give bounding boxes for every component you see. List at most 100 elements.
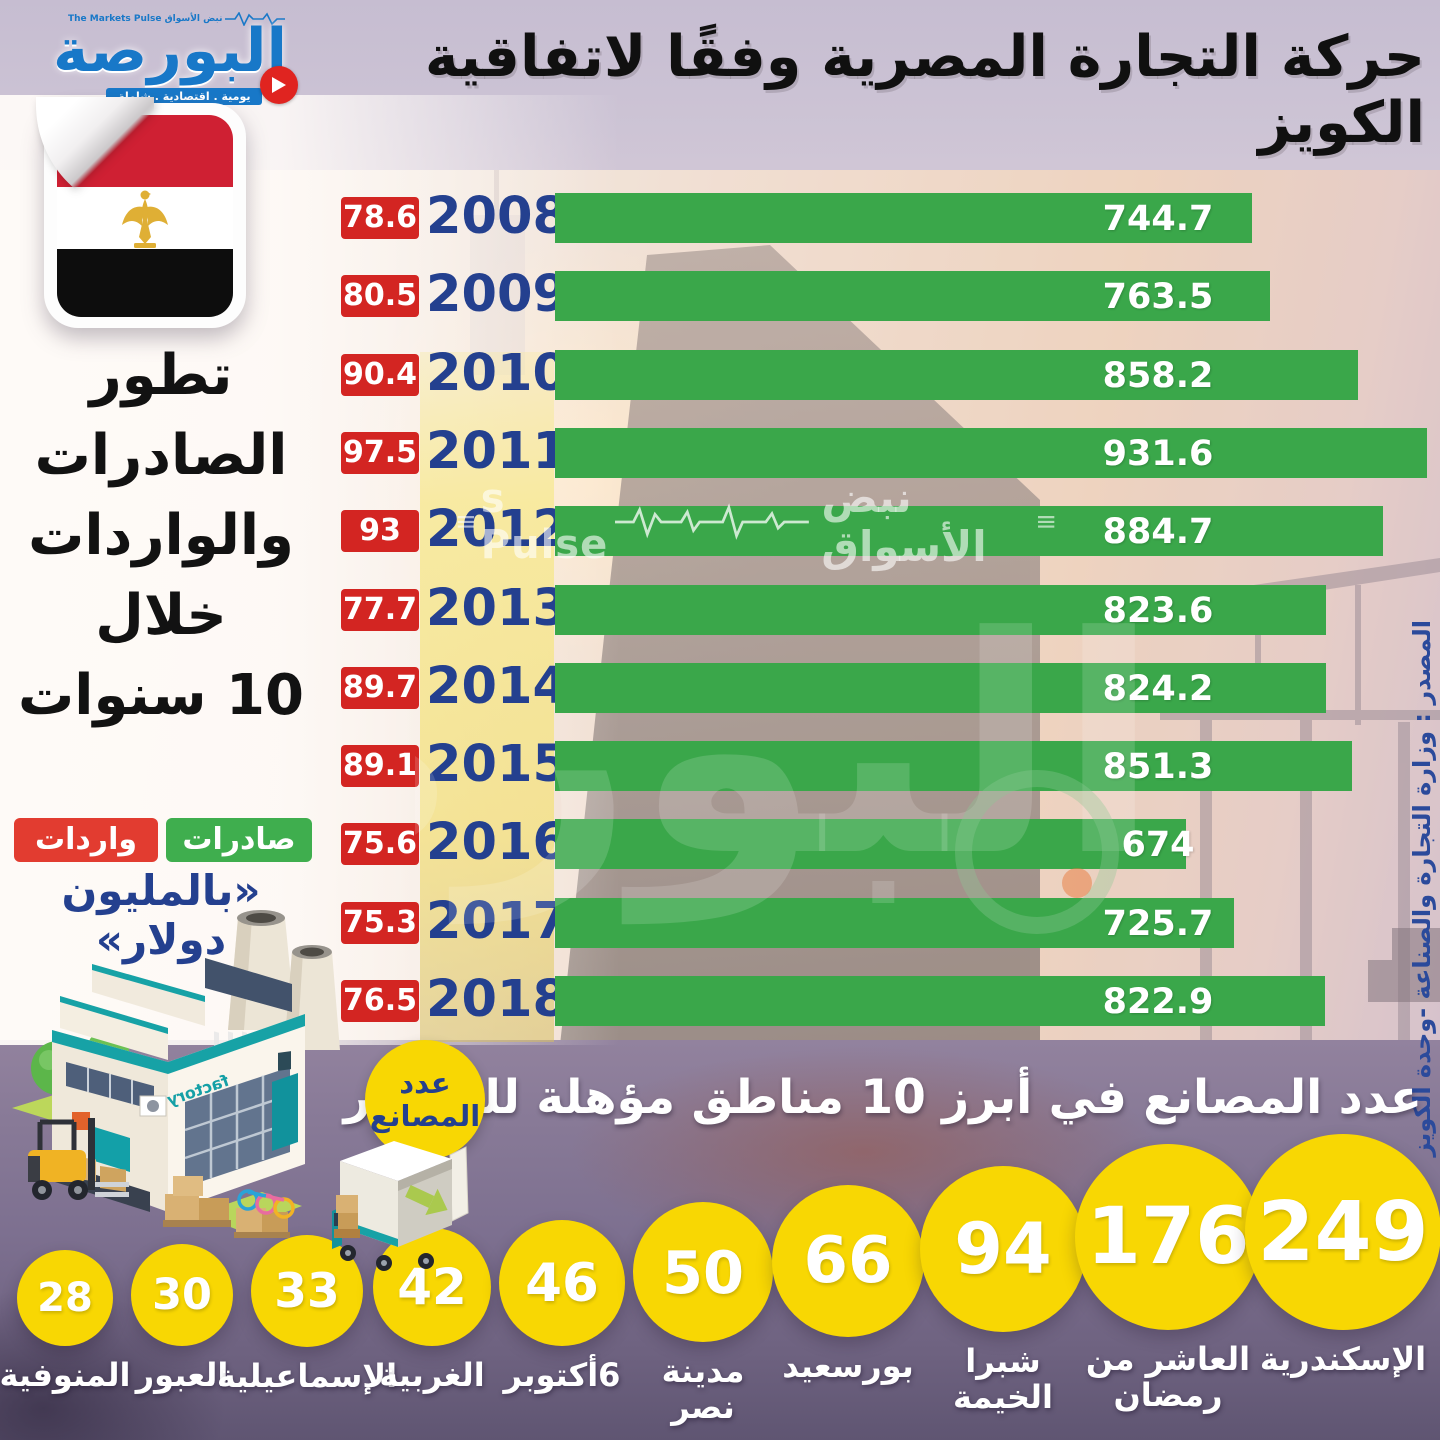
logo-red-dot-icon [260, 66, 298, 104]
legend-imports: واردات [14, 818, 158, 862]
factory-building: factory [52, 958, 305, 1212]
forklift-icon [28, 1118, 129, 1200]
bicycle-icon [237, 1189, 295, 1219]
year-label: 2015 [426, 735, 568, 794]
imports-value-badge: 89.1 [341, 745, 419, 787]
year-label: 2009 [426, 265, 568, 324]
chart-row: 76.5 2018 822.9 [0, 970, 1440, 1029]
exports-bar [555, 271, 1270, 321]
area-name-label: الإسماعيلية [216, 1357, 398, 1395]
area-name-label: شبرا الخيمة [953, 1342, 1053, 1416]
area-name-label: المنوفية [0, 1356, 131, 1394]
logo-wordmark: البورصة [53, 16, 288, 86]
chart-row: 89.1 2015 851.3 [0, 735, 1440, 794]
factories-count-circle: 46 [499, 1220, 625, 1346]
flag-black-band [57, 249, 233, 317]
exports-value-label: 822.9 [1102, 982, 1214, 1022]
imports-value-badge: 93 [341, 510, 419, 552]
chart-row: 89.7 2014 824.2 [0, 657, 1440, 716]
year-label: 2018 [426, 970, 568, 1029]
badge-line2: المصانع [369, 1099, 481, 1133]
egypt-flag-icon [36, 97, 246, 328]
imports-value-badge: 89.7 [341, 667, 419, 709]
arrow-icon [405, 1185, 448, 1216]
factories-count-circle: 28 [17, 1250, 113, 1346]
exports-value-label: 858.2 [1102, 356, 1214, 396]
exports-bar [555, 350, 1358, 400]
factories-count-circle: 249 [1245, 1134, 1440, 1330]
exports-value-label: 824.2 [1102, 669, 1214, 709]
year-label: 2010 [426, 344, 568, 403]
factories-count-circle: 30 [131, 1244, 233, 1346]
year-label: 2013 [426, 579, 568, 638]
year-label: 2014 [426, 657, 568, 716]
exports-value-label: 884.7 [1102, 512, 1214, 552]
truck-illustration [332, 1125, 472, 1277]
year-label: 2017 [426, 892, 568, 951]
imports-value-badge: 78.6 [341, 197, 419, 239]
exports-bar [555, 193, 1252, 243]
exports-bar [555, 585, 1326, 635]
area-name-label: الغربية [379, 1356, 485, 1394]
exports-value-label: 851.3 [1102, 747, 1214, 787]
heading-line: 10 سنوات [18, 663, 304, 728]
factories-count-circle: 66 [772, 1185, 924, 1337]
exports-bar [555, 663, 1326, 713]
unit-note: «بالمليون دولار» [61, 866, 261, 964]
heading-line: والواردات [28, 503, 294, 568]
page-title: حركة التجارة المصرية وفقًا لاتفاقية الكو… [424, 24, 1425, 156]
imports-value-badge: 80.5 [341, 275, 419, 317]
year-label: 2016 [426, 813, 568, 872]
alborsa-logo: The Markets Pulse نبض الأسواق البورصة يو… [28, 8, 308, 108]
heading-line: تطور [89, 343, 233, 408]
chart-row: 75.6 2016 674 [0, 813, 1440, 872]
exports-value-label: 763.5 [1102, 277, 1214, 317]
exports-value-label: 931.6 [1102, 434, 1214, 474]
logo-topline-text: The Markets Pulse نبض الأسواق [68, 14, 223, 24]
area-name-label: الإسكندرية [1259, 1340, 1427, 1378]
imports-value-badge: 97.5 [341, 432, 419, 474]
imports-value-badge: 75.3 [341, 902, 419, 944]
legend-exports: صادرات [166, 818, 312, 862]
factories-count-circle: 42 [373, 1228, 491, 1346]
area-name-label: العاشر من رمضان [1085, 1340, 1251, 1414]
chart-row: 80.5 2009 763.5 [0, 265, 1440, 324]
logo-pulse-icon [225, 12, 286, 26]
exports-value-label: 744.7 [1102, 199, 1214, 239]
chart-legend: صادرات واردات [0, 818, 322, 862]
chart-row: 75.3 2017 725.7 [0, 892, 1440, 951]
year-label: 2011 [426, 422, 568, 481]
heading-line: الصادرات [34, 423, 288, 488]
area-name-label: مدينة نصر [661, 1352, 745, 1426]
pallet-icon [334, 1195, 360, 1238]
chart-row: 77.7 2013 823.6 [0, 579, 1440, 638]
year-label: 2008 [426, 187, 568, 246]
exports-value-label: 823.6 [1102, 591, 1214, 631]
factories-count-circle: 94 [920, 1166, 1086, 1332]
imports-value-badge: 76.5 [341, 980, 419, 1022]
factories-count-circle: 50 [633, 1202, 773, 1342]
exports-value-label: 725.7 [1102, 904, 1214, 944]
exports-bar [555, 976, 1325, 1026]
factories-count-badge: عدد المصانع [365, 1040, 485, 1160]
area-name-label: 6أكتوبر [503, 1356, 621, 1394]
exports-bar [555, 898, 1234, 948]
factories-count-circle: 176 [1075, 1144, 1261, 1330]
factory-illustration: factory [0, 900, 340, 1276]
yellow-strip-overlay [420, 352, 554, 1042]
imports-value-badge: 75.6 [341, 823, 419, 865]
logo-topline: The Markets Pulse نبض الأسواق [68, 12, 298, 26]
heading-line: خلال [95, 583, 227, 648]
chart-row: 78.6 2008 744.7 [0, 187, 1440, 246]
exports-bar [555, 428, 1427, 478]
area-name-label: بورسعيد [782, 1347, 914, 1385]
exports-bar [555, 819, 1186, 869]
area-name-label: العبور [135, 1356, 229, 1394]
year-label: 2012 [426, 500, 568, 559]
exports-bar [555, 741, 1352, 791]
badge-line1: عدد [399, 1065, 451, 1100]
imports-value-badge: 90.4 [341, 354, 419, 396]
